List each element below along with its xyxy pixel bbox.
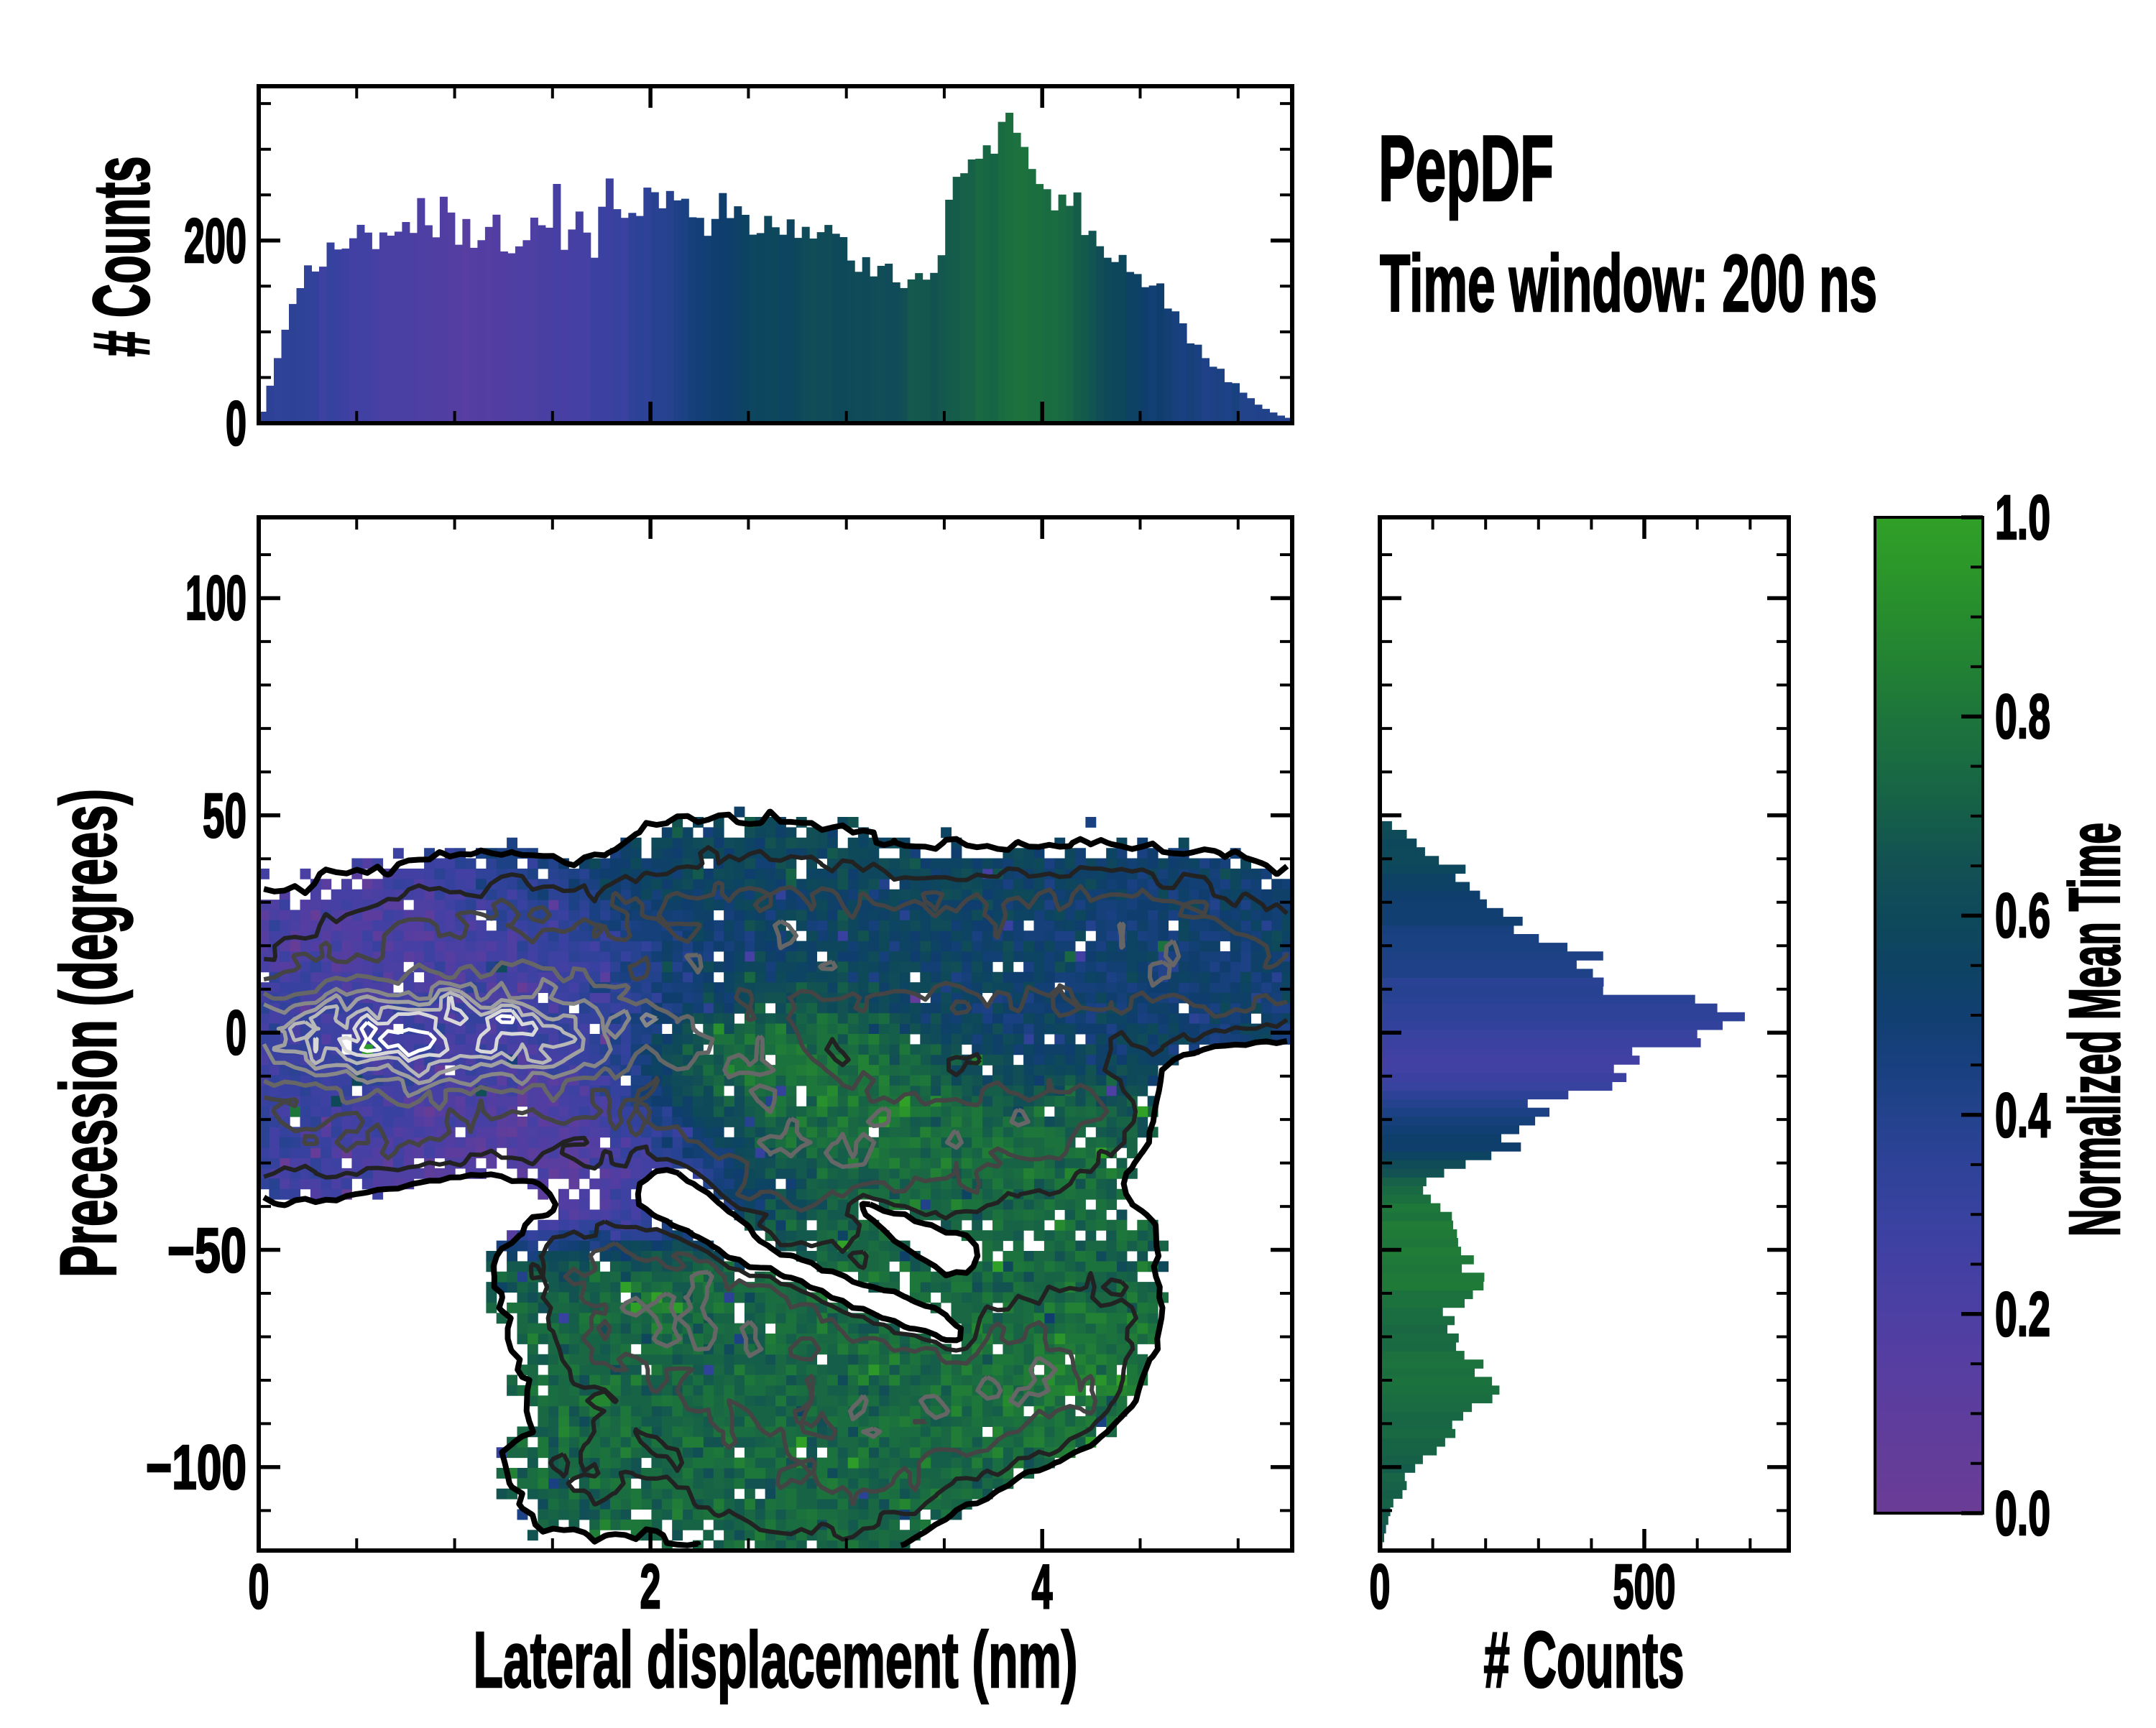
svg-text:Normalized Mean Time: Normalized Mean Time (2055, 823, 2135, 1237)
svg-text:500: 500 (1613, 1552, 1676, 1622)
svg-text:0: 0 (226, 998, 247, 1068)
svg-text:200: 200 (184, 206, 247, 276)
svg-text:Lateral displacement (nm): Lateral displacement (nm) (474, 1616, 1078, 1704)
svg-text:0: 0 (249, 1552, 270, 1622)
svg-text:1.0: 1.0 (1995, 483, 2050, 553)
svg-text:−50: −50 (167, 1216, 247, 1285)
svg-text:0.6: 0.6 (1995, 881, 2050, 951)
svg-text:PepDF: PepDF (1378, 116, 1554, 221)
svg-text:−100: −100 (146, 1433, 247, 1502)
svg-text:0.4: 0.4 (1995, 1081, 2050, 1150)
svg-text:Time window: 200 ns: Time window: 200 ns (1380, 239, 1877, 328)
svg-text:# Counts: # Counts (78, 157, 166, 357)
svg-text:0: 0 (226, 389, 247, 458)
svg-text:# Counts: # Counts (1484, 1616, 1685, 1704)
svg-text:0.8: 0.8 (1995, 682, 2050, 752)
svg-text:0.0: 0.0 (1995, 1479, 2050, 1548)
svg-text:Precession (degrees): Precession (degrees) (45, 789, 133, 1277)
svg-text:0.2: 0.2 (1995, 1280, 2050, 1349)
svg-text:100: 100 (185, 563, 247, 633)
svg-text:4: 4 (1032, 1552, 1053, 1622)
svg-text:50: 50 (203, 781, 247, 851)
svg-text:0: 0 (1370, 1552, 1391, 1622)
svg-text:2: 2 (640, 1552, 661, 1622)
